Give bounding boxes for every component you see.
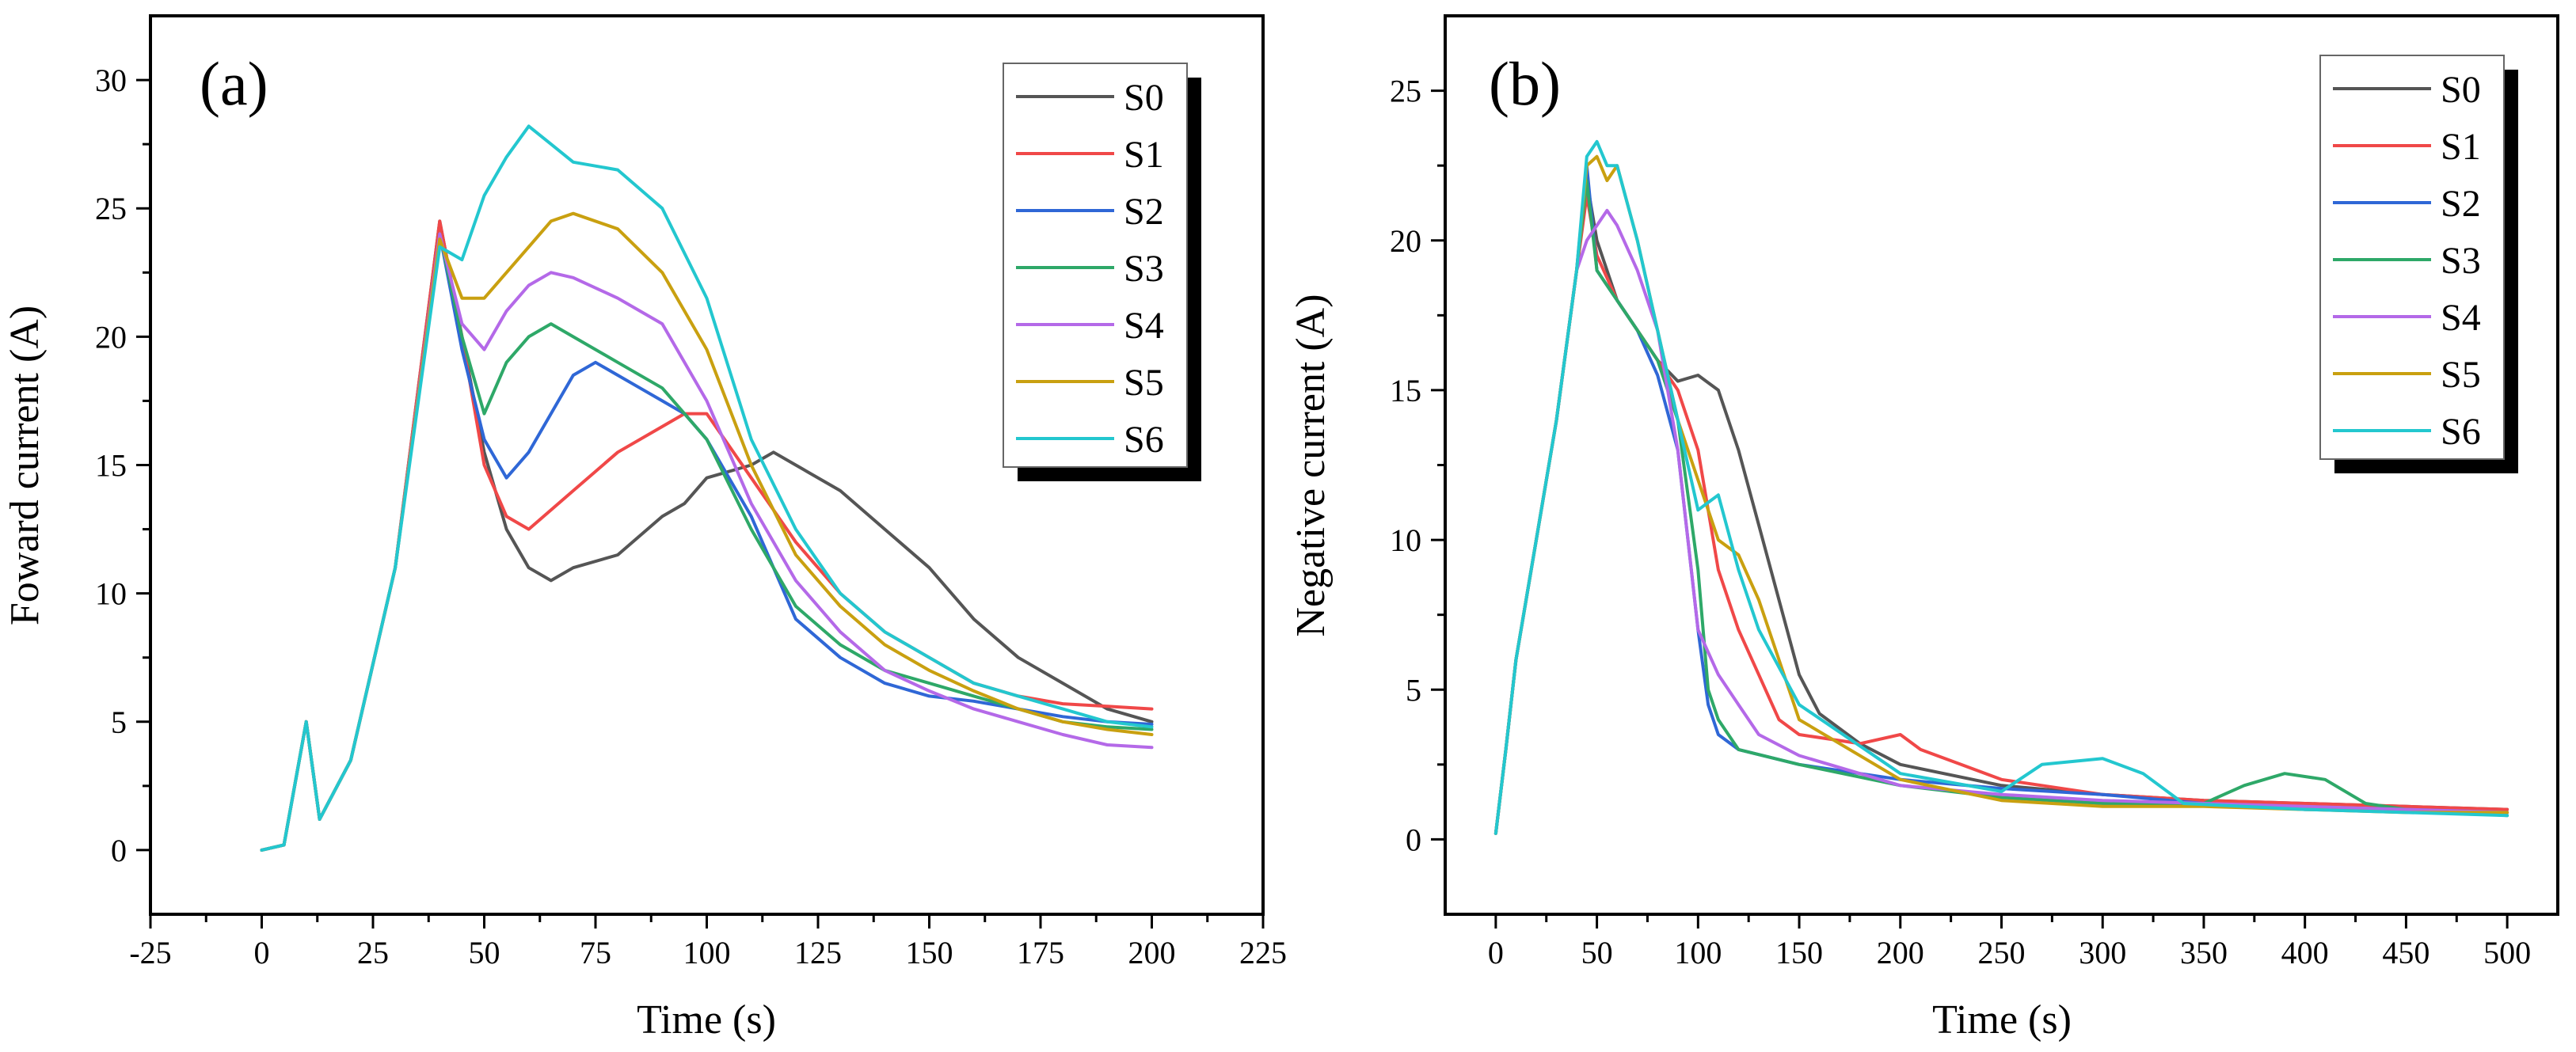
panel-a-xtick-label: 125 [794,935,842,970]
panel-a-legend-label-s1: S1 [1124,134,1164,176]
panel-b-xtick-label: 500 [2483,935,2531,970]
panel-b-xlabel: Time (s) [1932,997,2072,1043]
panel-a-series-s6-line [260,124,1154,852]
panel-a-xtick-label: 100 [683,935,731,970]
panel-a-legend-label-s0: S0 [1124,77,1164,119]
panel-a-ytick-label: 0 [111,833,127,868]
panel-a-xtick-label: 150 [906,935,953,970]
panel-b-legend-label-s0: S0 [2441,69,2481,111]
panel-a-legend-label-s2: S2 [1124,191,1164,233]
panel-b-legend-box [2319,55,2505,460]
panel-a-xtick-label: -25 [129,935,171,970]
panel-b-ytick-label: 0 [1406,822,1421,857]
panel-b-ytick-label: 20 [1390,223,1421,259]
panel-b-xtick-label: 0 [1488,935,1504,970]
panel-a-ytick-label: 5 [111,704,127,740]
panel-b-xtick-label: 200 [1877,935,1924,970]
panel-a-ylabel: Foward current (A) [2,306,48,625]
panel-a-legend: S0 S1 S2 S3 S4 S5 S6 [1003,63,1201,481]
panel-b-series-s6-line [1493,139,2509,835]
panel-a-ytick-label: 15 [95,448,127,484]
panel-b-legend: S0 S1 S2 S3 S4 S5 S6 [2319,55,2518,473]
panel-a-xtick-label: 50 [469,935,500,970]
panel-b-legend-label-s2: S2 [2441,183,2481,225]
panel-a-xtick-label: 25 [357,935,389,970]
panel-b-xtick-label: 100 [1674,935,1722,970]
panel-b-xtick-label: 50 [1581,935,1613,970]
panel-b-legend-label-s3: S3 [2441,240,2481,282]
panel-a-ytick-label: 30 [95,63,127,98]
panel-a-axis-ticks: -25 0 25 50 75 100 125 150 175 200 225 0 5 10 15 20 25 30 [95,63,1287,970]
panel-a-legend-box [1003,63,1188,468]
panel-a: -25 0 25 50 75 100 125 150 175 200 225 0 5 10 15 20 25 30… [2,14,1287,1043]
panel-b-xtick-label: 450 [2382,935,2430,970]
panel-a-legend-label-s4: S4 [1124,305,1164,347]
panel-b-legend-label-s6: S6 [2441,411,2481,453]
panel-a-ytick-label: 10 [95,576,127,612]
panel-b-legend-label-s1: S1 [2441,126,2481,168]
panel-a-xtick-label: 200 [1128,935,1176,970]
panel-b-axis-ticks: 0 50 100 150 200 250 300 350 400 450 500 0 5 10 15 20 25 [1390,74,2531,970]
panel-a-xtick-label: 225 [1239,935,1287,970]
panel-a-xlabel: Time (s) [637,997,776,1043]
panel-b-xtick-label: 400 [2281,935,2329,970]
panel-a-ytick-label: 20 [95,319,127,355]
panel-b-series-lines [1493,139,2509,835]
panel-b: 0 50 100 150 200 250 300 350 400 450 500 0 5 10 15 20 25… [1288,14,2559,1043]
panel-a-xtick-label: 175 [1017,935,1064,970]
panel-a-ytick-label: 25 [95,191,127,226]
panel-a-xtick-label: 0 [254,935,270,970]
panel-b-ytick-label: 25 [1390,74,1421,109]
panel-a-xtick-label: 75 [580,935,611,970]
panel-b-label: (b) [1489,49,1561,118]
panel-b-xtick-label: 150 [1775,935,1823,970]
panel-b-ytick-label: 5 [1406,672,1421,708]
panel-a-legend-label-s6: S6 [1124,419,1164,461]
panel-a-series-lines [260,124,1154,852]
panel-a-legend-label-s3: S3 [1124,248,1164,290]
panel-b-xtick-label: 300 [2079,935,2126,970]
panel-b-ylabel: Negative current (A) [1288,294,1334,636]
panel-b-xtick-label: 250 [1978,935,2026,970]
panel-a-label: (a) [200,49,268,118]
panel-b-xtick-label: 350 [2180,935,2228,970]
panel-a-legend-label-s5: S5 [1124,362,1164,404]
panel-b-legend-label-s4: S4 [2441,297,2481,339]
panel-b-ytick-label: 10 [1390,522,1421,558]
panel-b-legend-label-s5: S5 [2441,354,2481,396]
panel-b-ytick-label: 15 [1390,373,1421,408]
